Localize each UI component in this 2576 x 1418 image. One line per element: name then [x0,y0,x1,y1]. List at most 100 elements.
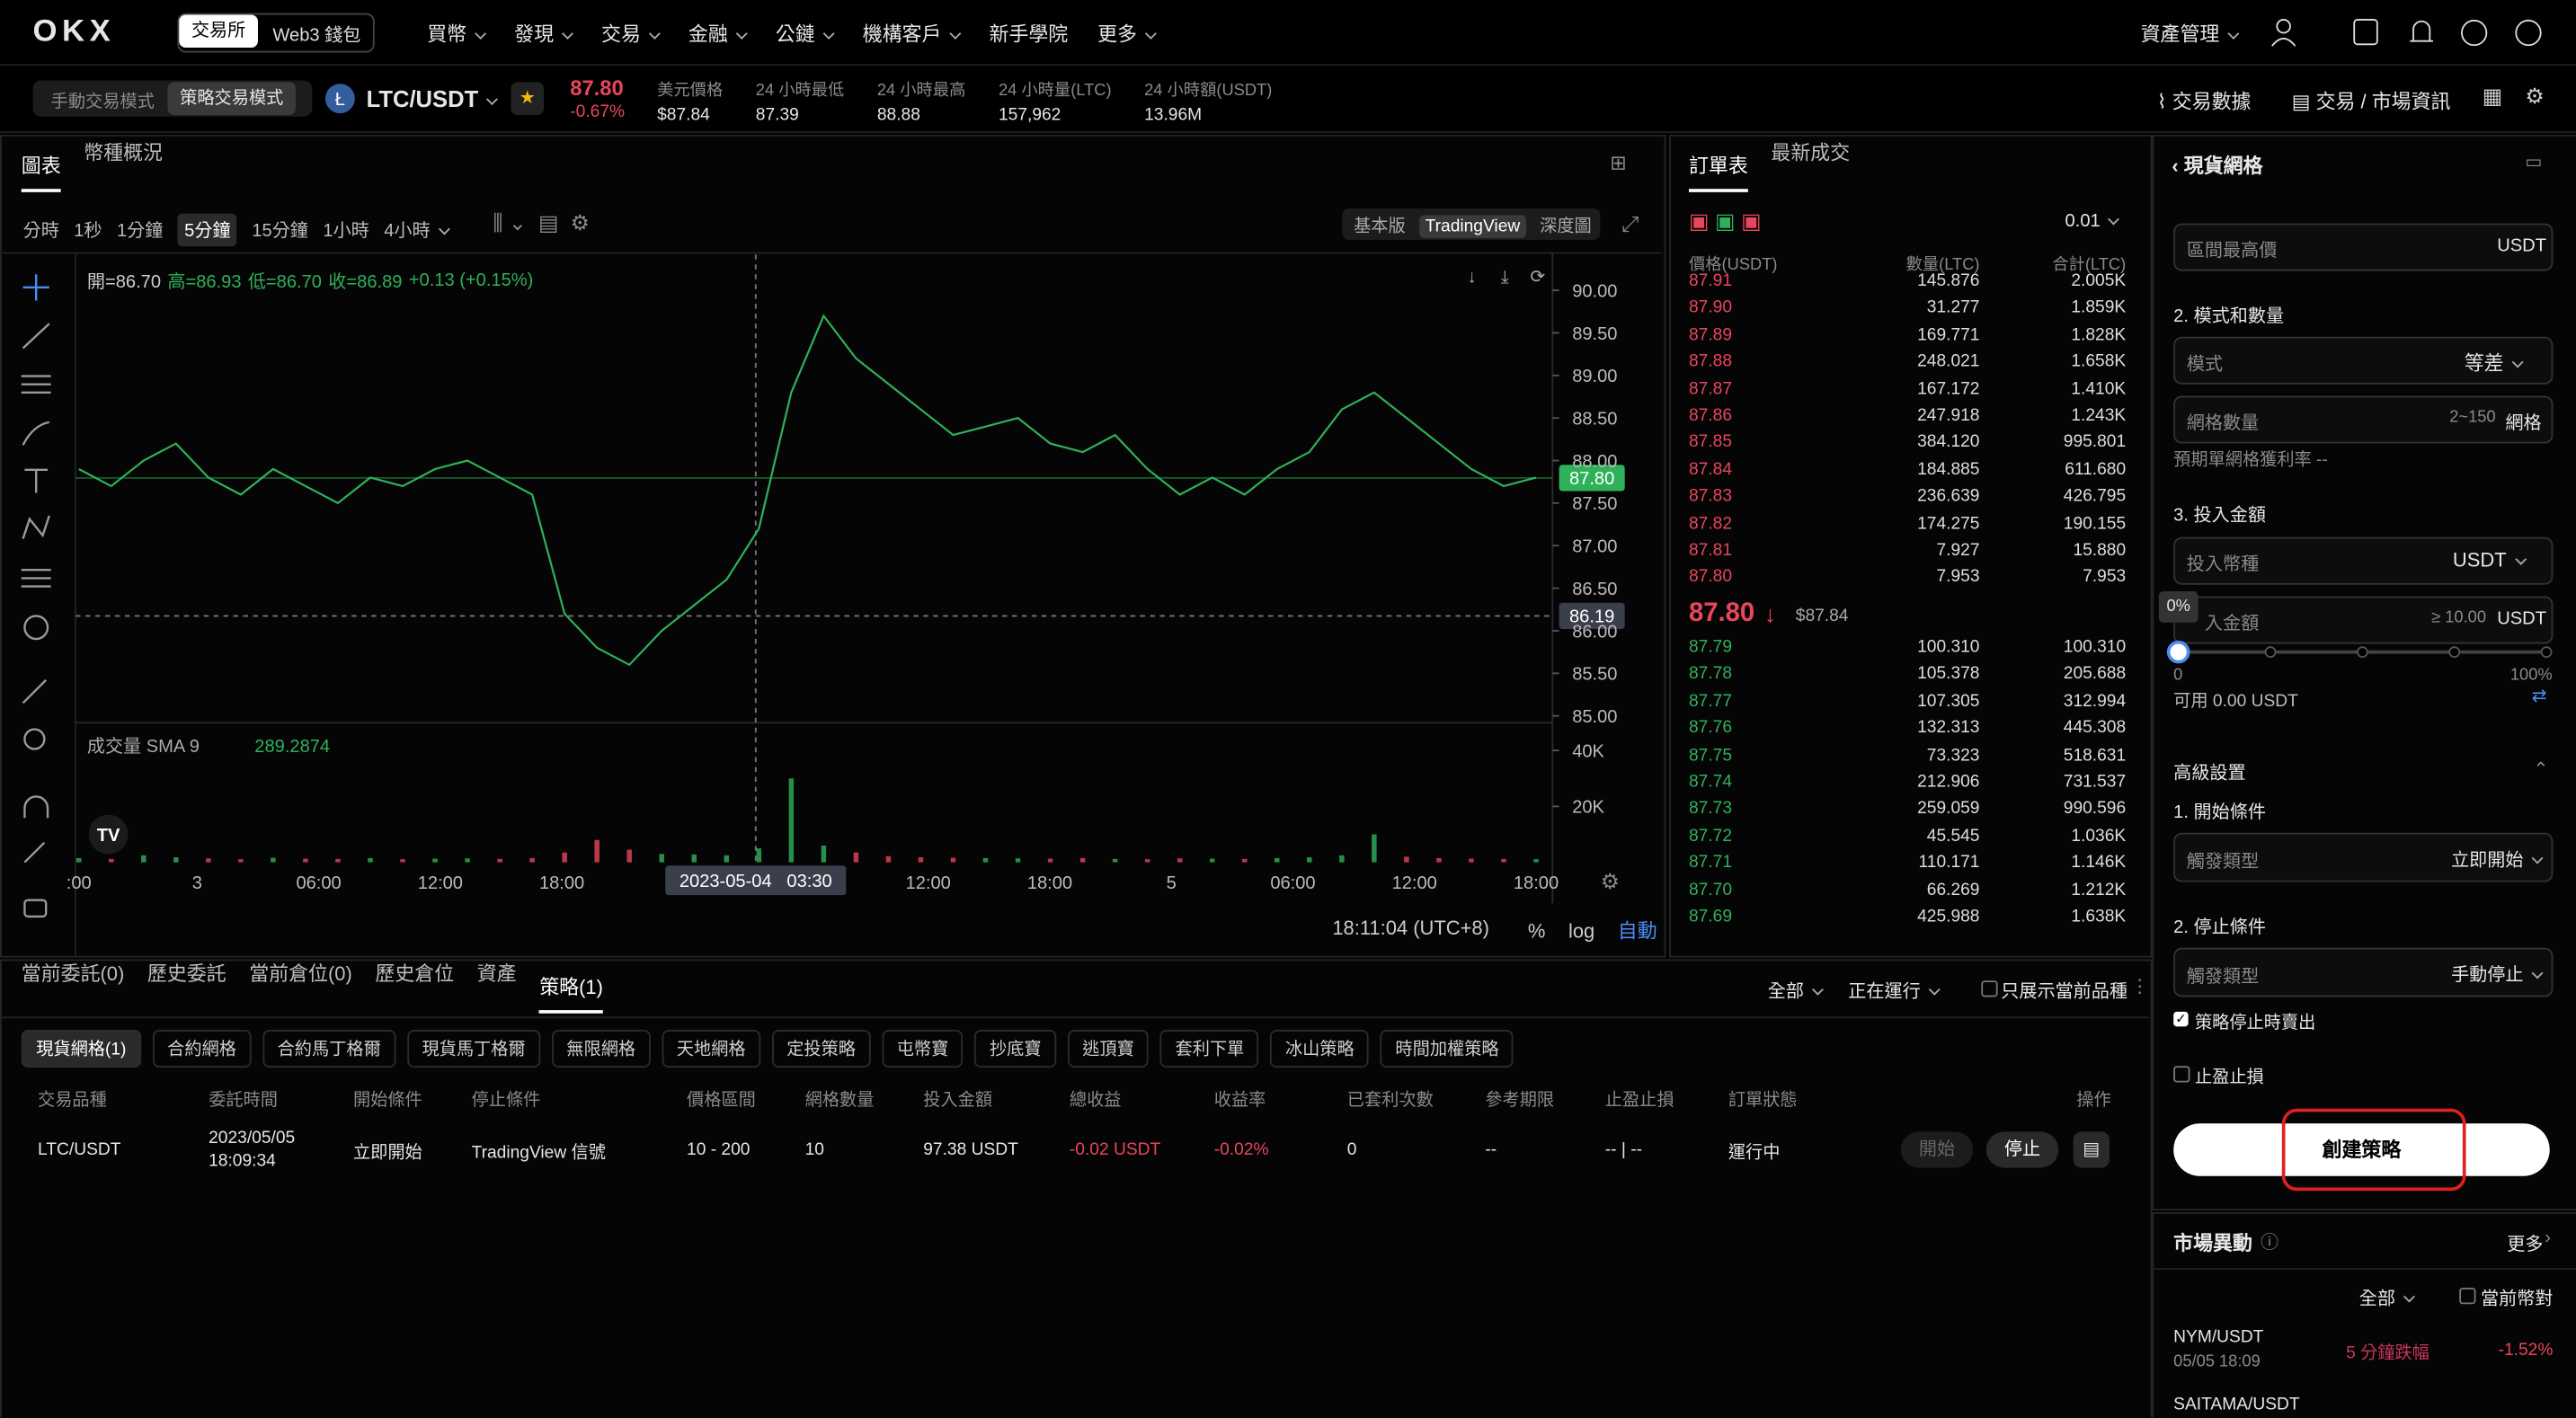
current-label[interactable]: 當前幣對 [2480,1289,2554,1309]
chart-tab[interactable]: 圖表 [21,151,61,192]
strategy-chip[interactable]: 天地網格 [662,1030,760,1068]
advanced-toggle[interactable]: 高級設置 [2173,763,2246,784]
layout-icon[interactable]: ▦ [2482,84,2503,109]
strategy-chip[interactable]: 冰山策略 [1270,1030,1370,1068]
interval[interactable]: 5分鐘 [177,213,237,247]
orders-tab[interactable]: 歷史委託 [147,962,227,986]
settings-icon[interactable]: ⚙ [2525,84,2545,109]
pair-selector[interactable]: LTC/USDT [367,85,497,111]
favorite-star[interactable]: ★ [511,82,545,115]
start-button[interactable]: 開始 [1900,1131,1974,1168]
amount-slider[interactable] [2162,637,2563,670]
tpsl-label[interactable]: 止盈止損 [2194,1068,2264,1088]
menu-icon[interactable]: ⋮ [2130,977,2149,997]
filter-all[interactable]: 全部 [1768,978,1822,1004]
strategy-chip[interactable]: 現貨網格(1) [21,1030,141,1068]
book-icon[interactable]: ▭ [2525,152,2543,173]
only-current-checkbox[interactable] [1981,980,1998,997]
interval[interactable]: 分時 [22,221,59,242]
download-icon[interactable] [2353,19,2378,46]
grid-count-input[interactable] [2173,395,2554,444]
info-icon[interactable]: ⓘ [2261,1233,2279,1254]
interval[interactable]: 1小時 [323,221,369,242]
tpsl-checkbox[interactable] [2173,1066,2190,1083]
nav-menu-item[interactable]: 更多 [1097,20,1155,48]
nav-menu-item[interactable]: 買幣 [427,20,484,48]
scale-option[interactable]: 自動 [1617,919,1657,944]
interval[interactable]: 1秒 [74,221,102,242]
strategy-chip[interactable]: 定投策略 [771,1030,871,1068]
chart-btn[interactable]: ↓ [1468,267,1477,287]
orderbook-tab[interactable]: 訂單表 [1688,151,1748,192]
view-option[interactable]: 基本版 [1354,217,1406,237]
axis-settings[interactable]: ⚙ [1601,870,1620,894]
user-icon[interactable] [2276,19,2291,34]
scale-option[interactable]: % [1527,918,1546,943]
current-checkbox[interactable] [2459,1287,2476,1305]
market-filter[interactable]: 全部 [2359,1284,2413,1310]
stop-button[interactable]: 停止 [1985,1131,2059,1168]
nav-menu-item[interactable]: 金融 [688,20,746,48]
trade-data-link[interactable]: ⌇ 交易數據 [2156,90,2252,114]
link-text[interactable]: 交易 / 市場資訊 [2315,90,2451,114]
only-current-label[interactable]: 只展示當前品種 [2001,982,2128,1002]
view-option[interactable]: TradingView [1418,214,1527,238]
chart-tab[interactable]: 幣種概況 [84,141,164,164]
strategy-chip[interactable]: 合約馬丁格爾 [262,1030,396,1068]
orders-tab[interactable]: 當前委託(0) [21,962,125,986]
market-pair[interactable]: SAITAMA/USDT [2173,1394,2300,1414]
market-info-link[interactable]: ▤ 交易 / 市場資訊 [2291,90,2451,114]
asset-menu[interactable]: 資產管理 [2141,20,2238,48]
grid-icon[interactable]: ⊞ [1610,151,1627,174]
create-button[interactable]: 創建策略 [2173,1123,2550,1176]
form-title[interactable]: ‹ 現貨網格 [2172,154,2263,178]
fullscreen-icon[interactable]: ⤢ [1621,211,1639,237]
market-more[interactable]: 更多 [2507,1235,2544,1255]
price-step[interactable]: 0.01 [2065,212,2119,232]
link-text[interactable]: 交易數據 [2172,90,2252,114]
sell-checkbox[interactable]: ✓ [2173,1011,2189,1027]
mode-tab[interactable]: 策略交易模式 [167,82,297,115]
globe-icon[interactable] [2515,19,2542,47]
bell-icon[interactable] [2410,20,2433,42]
orders-tab[interactable]: 當前倉位(0) [249,962,352,986]
chart-type-icons[interactable]: ⫼ ⌄ ▤ ⚙ [493,209,590,235]
orderbook-tab[interactable]: 最新成交 [1771,141,1851,164]
amount-input[interactable] [2173,596,2554,644]
market-pair[interactable]: NYM/USDT [2173,1326,2264,1347]
chart-btn[interactable]: ⤓ [1501,267,1509,287]
nav-menu-item[interactable]: 交易 [601,20,659,48]
book-view-icons[interactable]: ▣ ▣ ▣ [1688,208,1762,234]
detail-button[interactable]: ▤ [2073,1131,2110,1168]
logo[interactable]: OKX [32,14,116,49]
interval[interactable]: 4小時 [384,217,449,243]
transfer-icon[interactable]: ⇄ [2531,687,2547,706]
mode-tab[interactable]: 手動交易模式 [50,92,155,112]
nav-menu-item[interactable]: 發現 [514,20,572,48]
drawing-tools[interactable] [21,274,51,918]
collapse-icon[interactable]: ⌃ [2533,760,2549,781]
strategy-chip[interactable]: 合約網格 [152,1030,252,1068]
orders-tab[interactable]: 策略(1) [539,972,603,1014]
help-icon[interactable] [2461,19,2488,47]
strategy-chip[interactable]: 抄底寶 [974,1030,1056,1068]
interval[interactable]: 1分鐘 [117,221,164,242]
view-option[interactable]: 深度圖 [1540,217,1592,237]
strategy-chip[interactable]: 套利下單 [1160,1030,1259,1068]
strategy-chip[interactable]: 逃頂寶 [1067,1030,1150,1068]
chart-btn[interactable]: ⟳ [1530,267,1545,287]
strategy-chip[interactable]: 無限網格 [551,1030,651,1068]
nav-menu-item[interactable]: 公鏈 [776,20,833,48]
strategy-chip[interactable]: 現貨馬丁格爾 [407,1030,541,1068]
strategy-chip[interactable]: 時間加權策略 [1380,1030,1515,1068]
nav-tab[interactable]: Web3 錢包 [272,26,361,47]
interval[interactable]: 15分鐘 [252,221,308,242]
scale-option[interactable]: log [1568,918,1595,943]
orders-tab[interactable]: 資產 [476,962,517,986]
nav-menu-item[interactable]: 新手學院 [989,22,1069,47]
sell-label[interactable]: 策略停止時賣出 [2194,1013,2316,1033]
strategy-chip[interactable]: 屯幣寶 [882,1030,964,1068]
nav-tab[interactable]: 交易所 [179,14,258,49]
nav-menu-item[interactable]: 機構客戶 [863,20,960,48]
upper-price-input[interactable] [2173,223,2554,271]
